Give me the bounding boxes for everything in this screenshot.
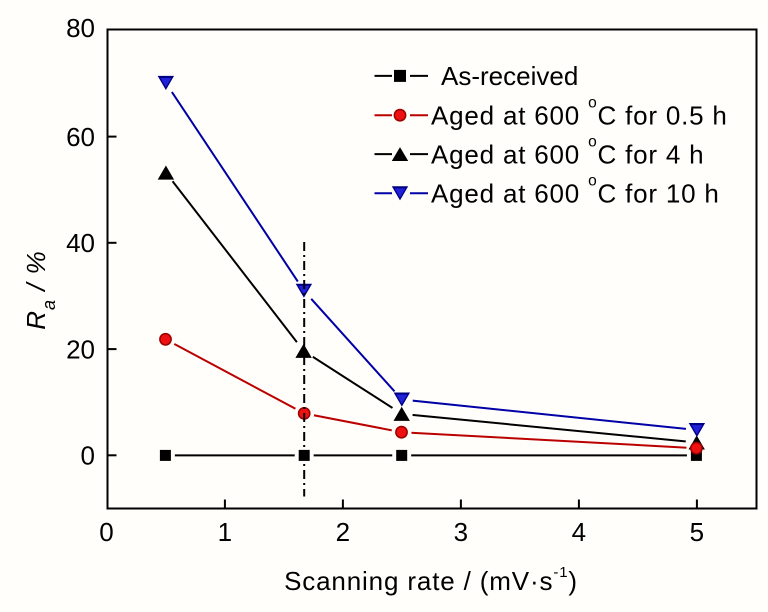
svg-text:80: 80 xyxy=(66,13,95,43)
svg-text:20: 20 xyxy=(66,334,95,364)
svg-text:3: 3 xyxy=(454,517,468,547)
svg-text:0: 0 xyxy=(99,517,113,547)
svg-text:0: 0 xyxy=(81,441,95,471)
svg-text:Aged at 600 oC for 10 h: Aged at 600 oC for 10 h xyxy=(431,173,720,209)
svg-text:2: 2 xyxy=(336,517,350,547)
svg-text:1: 1 xyxy=(218,517,232,547)
svg-text:4: 4 xyxy=(572,517,586,547)
svg-text:40: 40 xyxy=(66,228,95,258)
svg-text:As-received: As-received xyxy=(441,61,578,91)
svg-text:Aged at 600 oC for 0.5 h: Aged at 600 oC for 0.5 h xyxy=(431,95,728,131)
svg-text:Aged at 600 oC for 4 h: Aged at 600 oC for 4 h xyxy=(431,133,704,169)
svg-text:60: 60 xyxy=(66,122,95,152)
svg-text:Scanning rate / (mV·s-1): Scanning rate / (mV·s-1) xyxy=(284,564,578,596)
svg-text:5: 5 xyxy=(690,517,704,547)
